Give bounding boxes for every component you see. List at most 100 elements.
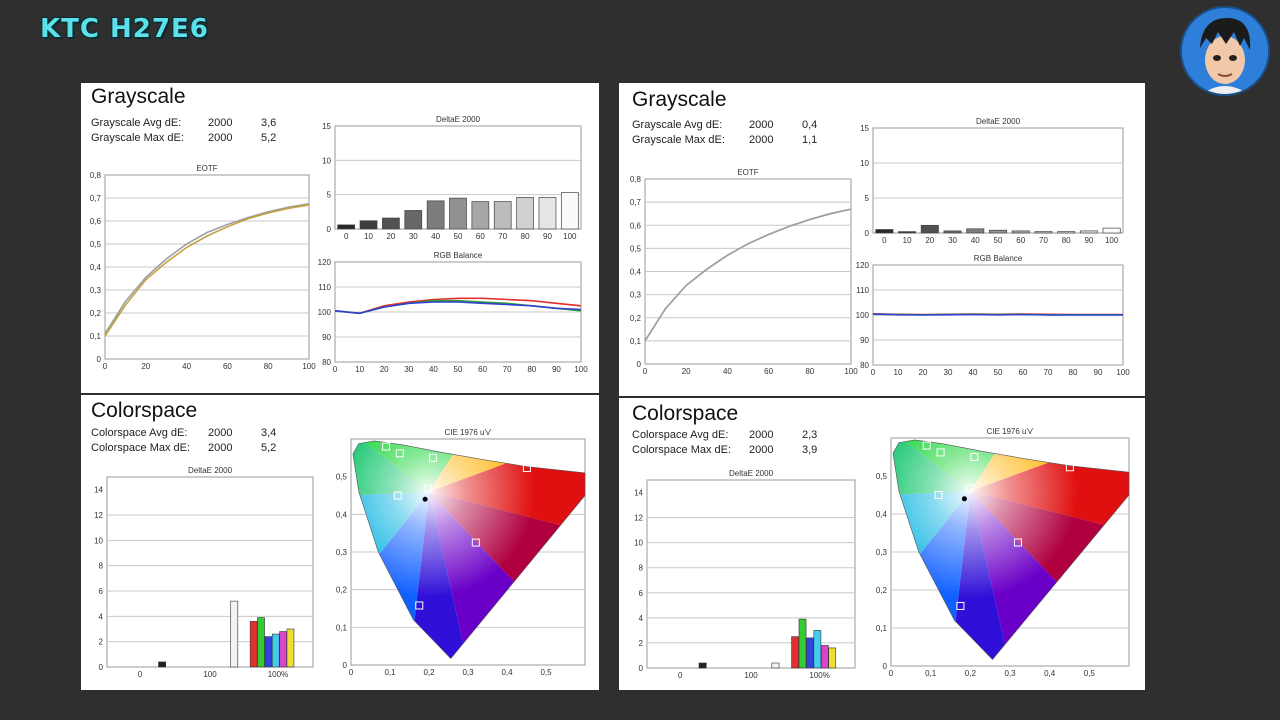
- y-tick-label: 0,3: [90, 286, 102, 295]
- deltae-bar: [337, 224, 356, 230]
- deltae-bar: [920, 224, 939, 234]
- y-tick-label: 100: [318, 308, 332, 317]
- grayscale-avg-label: Grayscale Avg dE:: [632, 119, 723, 131]
- y-tick-label: 6: [639, 589, 644, 598]
- y-tick-label: 0,8: [90, 171, 102, 180]
- measured-point: [961, 496, 967, 502]
- x-tick-label: 90: [1094, 368, 1103, 377]
- grayscale-title: Grayscale: [91, 85, 186, 108]
- x-tick-label: 20: [141, 362, 150, 371]
- x-tick-label: 0,4: [501, 668, 513, 677]
- cie-chart: CIE 1976 u'v' 0 0,1 0,2 0,3 0,4 0,5 0 0,1 0,2 0,3 0…: [876, 428, 1130, 678]
- colorspace-deltae-bar: [798, 618, 807, 669]
- y-tick-label: 4: [639, 614, 644, 623]
- target-marker: [393, 491, 402, 500]
- deltae-bar: [1079, 230, 1098, 234]
- colorspace-deltae-bar: [806, 637, 814, 669]
- y-tick-label: 0,7: [630, 198, 642, 207]
- x-tick-label: 90: [1084, 236, 1093, 243]
- x-tick-label: 70: [498, 232, 507, 241]
- x-tick-label: 80: [264, 362, 273, 371]
- y-tick-label: 8: [639, 564, 644, 573]
- x-tick-label: 0: [882, 236, 887, 243]
- y-tick-label: 14: [94, 486, 103, 495]
- deltae-bar: [989, 229, 1007, 234]
- x-tick-label: 90: [552, 365, 561, 374]
- y-tick-label: 80: [860, 361, 869, 370]
- y-tick-label: 0,2: [876, 586, 888, 595]
- y-tick-label: 0,4: [630, 268, 642, 277]
- x-tick-label: 100%: [268, 670, 288, 679]
- y-tick-label: 10: [94, 536, 103, 545]
- deltae-bar: [1057, 231, 1076, 234]
- x-tick-label: 100: [844, 367, 858, 376]
- x-tick-label: 70: [1039, 236, 1048, 243]
- y-tick-label: 0: [97, 355, 102, 364]
- target-marker: [956, 601, 965, 610]
- grayscale-avg-value: 0,4: [802, 119, 818, 131]
- rgb-balance-chart: RGB Balance 80 90 100 110 120 0 10 20 30 40 50 60 70 8…: [856, 254, 1131, 377]
- chart-title: DeltaE 2000: [436, 115, 481, 124]
- x-tick-label: 70: [1044, 368, 1053, 377]
- x-tick-label: 0,3: [462, 668, 474, 677]
- colorspace-avg-label: Colorspace Avg dE:: [91, 427, 188, 439]
- grayscale-max-label: Grayscale Max dE:: [91, 132, 184, 144]
- y-tick-label: 0,1: [336, 623, 348, 632]
- y-tick-label: 110: [856, 286, 869, 295]
- y-tick-label: 120: [856, 261, 870, 270]
- series-line: [104, 204, 310, 337]
- y-tick-label: 0: [637, 360, 642, 369]
- x-tick-label: 50: [454, 232, 463, 241]
- y-tick-label: 100: [856, 311, 870, 320]
- target-marker: [424, 484, 433, 493]
- series-line: [104, 203, 310, 335]
- deltae-bar: [943, 230, 962, 234]
- x-tick-label: 50: [994, 236, 1003, 243]
- plot-frame: [646, 479, 856, 669]
- target-marker: [1013, 538, 1022, 547]
- y-tick-label: 0,1: [630, 337, 642, 346]
- y-tick-label: 0,5: [336, 473, 348, 482]
- channel-avatar[interactable]: [1180, 6, 1270, 96]
- y-tick-label: 0,7: [90, 194, 102, 203]
- x-tick-label: 0,2: [965, 669, 977, 678]
- eotf-chart: EOTF 0 0,1 0,2 0,3 0,4 0,5 0,6 0,7 0,8 0 20 40 60 80 10…: [90, 165, 316, 371]
- grayscale-avg-label: Grayscale Avg dE:: [91, 117, 182, 129]
- grayscale-avg-value: 3,6: [261, 117, 277, 129]
- target-marker: [934, 491, 943, 499]
- y-tick-label: 0,4: [336, 510, 348, 519]
- x-tick-label: 20: [682, 367, 691, 376]
- deltae-bar: [404, 210, 423, 230]
- deltae-bar: [1102, 227, 1121, 234]
- y-tick-label: 110: [318, 283, 331, 292]
- colorspace-deltae-bar: [158, 661, 167, 668]
- colorspace-max-label: Colorspace Max dE:: [632, 444, 732, 456]
- x-tick-label: 30: [404, 365, 413, 374]
- x-tick-label: 100: [574, 365, 588, 374]
- gamut-region: [429, 491, 586, 659]
- colorspace-deltae-bar: [828, 647, 837, 669]
- x-tick-label: 30: [948, 236, 957, 243]
- x-tick-label: 60: [1016, 236, 1025, 243]
- series-line: [872, 313, 1123, 316]
- y-tick-label: 0,3: [336, 548, 348, 557]
- colorspace-panel-left: Colorspace Colorspace Avg dE: 2000 3,4 C…: [81, 395, 599, 690]
- colorspace-avg-std: 2000: [208, 427, 233, 439]
- deltae-bar: [516, 197, 534, 230]
- x-tick-label: 50: [454, 365, 463, 374]
- colorspace-deltae-bar: [698, 662, 707, 669]
- colorspace-deltae-bar: [249, 621, 258, 668]
- y-tick-label: 0,1: [90, 332, 102, 341]
- x-tick-label: 30: [409, 232, 418, 241]
- x-tick-label: 60: [476, 232, 485, 241]
- y-tick-label: 10: [322, 156, 331, 165]
- colorspace-max-std: 2000: [749, 444, 774, 456]
- x-tick-label: 0,5: [540, 668, 552, 677]
- target-marker: [965, 484, 974, 493]
- x-tick-label: 100: [1105, 236, 1119, 243]
- x-tick-label: 0: [678, 671, 683, 680]
- grayscale-max-value: 1,1: [802, 134, 818, 146]
- colorspace-deltae-bar: [286, 628, 295, 668]
- y-tick-label: 0,3: [630, 291, 642, 300]
- x-tick-label: 10: [355, 365, 364, 374]
